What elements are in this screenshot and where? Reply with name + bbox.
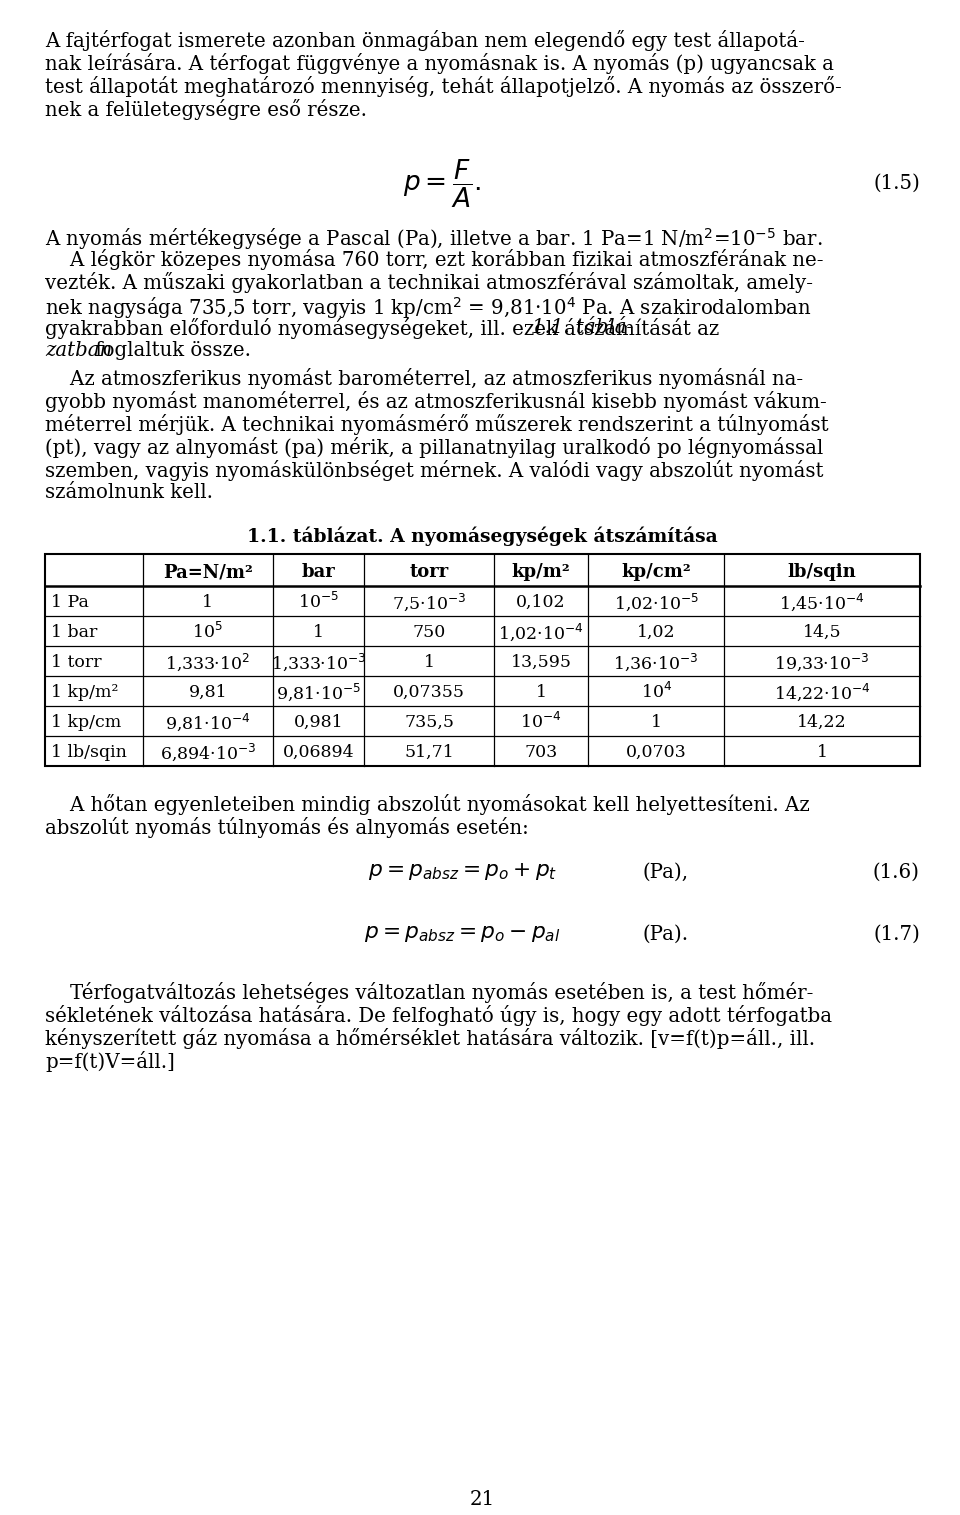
Text: nak leírására. A térfogat függvénye a nyomásnak is. A nyomás (p) ugyancsak a: nak leírására. A térfogat függvénye a ny… [45,53,834,74]
Text: kp/cm²: kp/cm² [621,564,691,582]
Text: 1: 1 [651,714,661,730]
Text: lb/sqin: lb/sqin [787,564,856,582]
Text: 1,02: 1,02 [636,624,676,641]
Text: kp/m²: kp/m² [512,564,570,582]
Text: A hőtan egyenleteiben mindig abszolút nyomásokat kell helyettesíteni. Az: A hőtan egyenleteiben mindig abszolút ny… [45,794,809,815]
Text: 1,36·10$^{-3}$: 1,36·10$^{-3}$ [613,651,699,673]
Text: 1 Pa: 1 Pa [51,594,89,611]
Text: 9,81: 9,81 [188,683,228,701]
Text: 14,22: 14,22 [797,714,847,730]
Text: p=f(t)V=áll.]: p=f(t)V=áll.] [45,1051,175,1073]
Text: 0,07355: 0,07355 [394,683,466,701]
Text: $p=p_{absz}=p_o+p_t$: $p=p_{absz}=p_o+p_t$ [368,861,557,882]
Text: számolnunk kell.: számolnunk kell. [45,483,213,501]
Text: 14,22·10$^{-4}$: 14,22·10$^{-4}$ [774,682,871,703]
Text: 7,5·10$^{-3}$: 7,5·10$^{-3}$ [392,592,467,614]
Text: 9,81·10$^{-5}$: 9,81·10$^{-5}$ [276,682,361,703]
Text: nek a felületegységre eső része.: nek a felületegységre eső része. [45,98,367,120]
Text: 1: 1 [313,624,324,641]
Text: 9,81·10$^{-4}$: 9,81·10$^{-4}$ [165,712,251,733]
Text: szemben, vagyis nyomáskülönbséget mérnek. A valódi vagy abszolút nyomást: szemben, vagyis nyomáskülönbséget mérnek… [45,461,824,482]
Text: 10$^{4}$: 10$^{4}$ [640,682,672,703]
Text: 14,5: 14,5 [803,624,841,641]
Text: 6,894·10$^{-3}$: 6,894·10$^{-3}$ [159,742,256,764]
Text: 750: 750 [413,624,445,641]
Text: vezték. A műszaki gyakorlatban a technikai atmoszférával számoltak, amely-: vezték. A műszaki gyakorlatban a technik… [45,273,813,292]
Text: kényszerített gáz nyomása a hőmérséklet hatására változik. [v=f(t)p=áll., ill.: kényszerített gáz nyomása a hőmérséklet … [45,1029,815,1050]
Text: Térfogatváltozás lehetséges változatlan nyomás esetében is, a test hőmér-: Térfogatváltozás lehetséges változatlan … [45,982,813,1003]
Text: test állapotát meghatározó mennyiség, tehát állapotjelző. A nyomás az összerő-: test állapotát meghatározó mennyiség, te… [45,76,842,97]
Text: sékletének változása hatására. De felfogható úgy is, hogy egy adott térfogatba: sékletének változása hatására. De felfog… [45,1006,832,1027]
Text: 10$^{-5}$: 10$^{-5}$ [298,592,339,612]
Text: zatban: zatban [45,341,112,361]
Text: 1: 1 [817,744,828,761]
Text: torr: torr [410,564,448,582]
Text: (1.7): (1.7) [874,924,920,944]
Text: bar: bar [301,564,335,582]
Text: 51,71: 51,71 [404,744,454,761]
Text: 1 kp/cm: 1 kp/cm [51,714,121,730]
Text: Pa=N/m²: Pa=N/m² [163,564,252,582]
Text: 10$^{5}$: 10$^{5}$ [192,623,223,642]
Text: (1.5): (1.5) [874,174,920,192]
Text: 1 torr: 1 torr [51,654,102,671]
Text: 13,595: 13,595 [511,654,571,671]
Text: 1,333·10$^{2}$: 1,333·10$^{2}$ [165,651,251,673]
Text: A fajtérfogat ismerete azonban önmagában nem elegendő egy test állapotá-: A fajtérfogat ismerete azonban önmagában… [45,30,804,52]
Text: 1: 1 [536,683,546,701]
Text: 19,33·10$^{-3}$: 19,33·10$^{-3}$ [774,651,870,673]
Text: 0,102: 0,102 [516,594,566,611]
Text: 1 bar: 1 bar [51,624,97,641]
Text: 1: 1 [423,654,435,671]
Text: 1.1. táblá-: 1.1. táblá- [533,318,634,336]
Text: foglaltuk össze.: foglaltuk össze. [89,341,252,361]
Text: (Pa),: (Pa), [642,862,688,882]
Text: 1,45·10$^{-4}$: 1,45·10$^{-4}$ [780,592,865,614]
Text: 0,06894: 0,06894 [282,744,354,761]
Text: 1,02·10$^{-5}$: 1,02·10$^{-5}$ [613,592,699,614]
Text: 1,02·10$^{-4}$: 1,02·10$^{-4}$ [498,621,584,644]
Text: A nyomás mértékegysége a Pascal (Pa), illetve a bar. 1 Pa=1 N/m$^2$=10$^{-5}$ ba: A nyomás mértékegysége a Pascal (Pa), il… [45,226,823,251]
Text: nek nagysága 735,5 torr, vagyis 1 kp/cm$^2$ = 9,81·10$^4$ Pa. A szakirodalomban: nek nagysága 735,5 torr, vagyis 1 kp/cm$… [45,295,812,321]
Text: 735,5: 735,5 [404,714,454,730]
Text: 0,981: 0,981 [294,714,344,730]
Text: 1 kp/m²: 1 kp/m² [51,683,118,701]
Text: $p=p_{absz}=p_o-p_{al}$: $p=p_{absz}=p_o-p_{al}$ [365,923,561,944]
Text: gyobb nyomást manométerrel, és az atmoszferikusnál kisebb nyomást vákum-: gyobb nyomást manométerrel, és az atmosz… [45,391,827,412]
Text: méterrel mérjük. A technikai nyomásmérő műszerek rendszerint a túlnyomást: méterrel mérjük. A technikai nyomásmérő … [45,414,828,435]
Text: (Pa).: (Pa). [642,924,688,944]
Text: 1: 1 [203,594,213,611]
Text: 1,333·10$^{-3}$: 1,333·10$^{-3}$ [271,651,367,673]
Bar [45,554,920,767]
Text: 1 lb/sqin: 1 lb/sqin [51,744,127,761]
Text: $p = \dfrac{F}{A}.$: $p = \dfrac{F}{A}.$ [403,158,482,211]
Text: A légkör közepes nyomása 760 torr, ezt korábban fizikai atmoszférának ne-: A légkör közepes nyomása 760 torr, ezt k… [45,248,824,270]
Text: (pt), vagy az alnyomást (pa) mérik, a pillanatnyilag uralkodó po légnyomással: (pt), vagy az alnyomást (pa) mérik, a pi… [45,436,824,458]
Text: abszolút nyomás túlnyomás és alnyomás esetén:: abszolút nyomás túlnyomás és alnyomás es… [45,818,529,838]
Text: 1.1. táblázat. A nyomásegységek átszámítása: 1.1. táblázat. A nyomásegységek átszámít… [247,526,718,545]
Text: 10$^{-4}$: 10$^{-4}$ [520,712,562,732]
Text: 21: 21 [470,1489,495,1509]
Text: 0,0703: 0,0703 [626,744,686,761]
Text: gyakrabban előforduló nyomásegységeket, ill. ezek átszámítását az: gyakrabban előforduló nyomásegységeket, … [45,318,726,339]
Text: Az atmoszferikus nyomást barométerrel, az atmoszferikus nyomásnál na-: Az atmoszferikus nyomást barométerrel, a… [45,368,804,389]
Text: (1.6): (1.6) [873,862,920,882]
Text: 703: 703 [524,744,558,761]
